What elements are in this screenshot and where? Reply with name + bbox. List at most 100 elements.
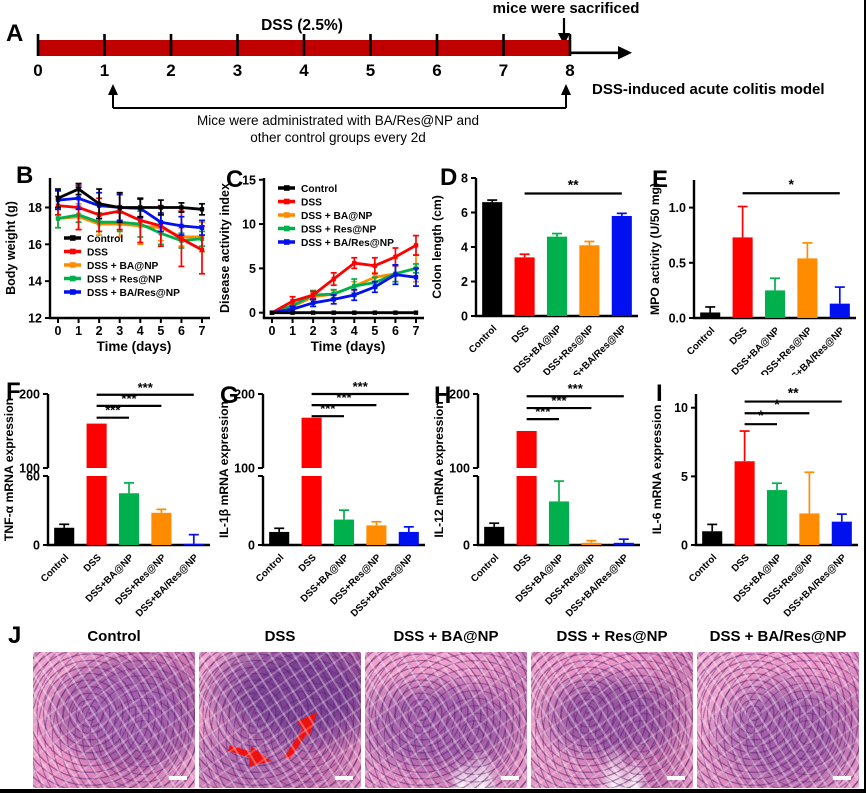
histology-label-dss: DSS (264, 628, 296, 645)
histology-cell-dss: DSS (199, 626, 361, 788)
svg-text:5: 5 (249, 262, 256, 276)
svg-text:100: 100 (19, 462, 40, 476)
timeline-diagram: mice were sacrificed DSS (2.5%) 0 1 2 3 4 5 6 7 8 D… (33, 0, 825, 145)
svg-text:DSS + Res@NP: DSS + Res@NP (301, 224, 377, 235)
inflammation-arrowhead-icon (249, 746, 271, 767)
svg-text:DSS: DSS (87, 247, 108, 258)
svg-text:16: 16 (28, 238, 42, 252)
svg-text:Disease activity index: Disease activity index (218, 183, 232, 313)
svg-text:DSS+BA/Res@NP: DSS+BA/Res@NP (564, 552, 631, 619)
svg-text:5: 5 (157, 324, 164, 338)
histology-image-dss (199, 652, 361, 788)
svg-text:5: 5 (681, 470, 688, 484)
svg-text:Control: Control (687, 552, 720, 585)
svg-text:DSS: DSS (730, 552, 752, 574)
svg-text:Body weight (g): Body weight (g) (4, 201, 18, 295)
svg-text:Control: Control (39, 552, 72, 585)
svg-text:0: 0 (33, 61, 42, 80)
svg-text:8: 8 (565, 61, 574, 80)
svg-text:Colon length (cm): Colon length (cm) (430, 195, 444, 299)
svg-text:0: 0 (269, 324, 276, 338)
svg-text:6: 6 (178, 324, 185, 338)
svg-text:Control: Control (685, 325, 718, 358)
inflammation-arrow-icon (284, 726, 310, 760)
svg-text:DSS: DSS (82, 552, 104, 574)
svg-text:2: 2 (166, 61, 175, 80)
svg-text:4: 4 (461, 241, 468, 255)
svg-text:**: ** (788, 385, 799, 401)
panel-d-letter: D (440, 164, 458, 191)
histology-image-res-np (531, 652, 693, 788)
svg-text:DSS + BA@NP: DSS + BA@NP (87, 261, 159, 272)
svg-text:1: 1 (100, 61, 109, 80)
svg-text:*: * (788, 176, 794, 192)
svg-text:0.0: 0.0 (669, 312, 686, 326)
scale-bar (667, 776, 685, 780)
svg-text:18: 18 (28, 201, 42, 215)
svg-text:DSS: DSS (512, 552, 534, 574)
svg-text:2: 2 (96, 324, 103, 338)
inflammation-arrow-icon (228, 745, 256, 759)
scale-bar (501, 776, 519, 780)
svg-text:8: 8 (461, 172, 468, 186)
svg-text:Control: Control (467, 323, 500, 356)
svg-text:IL-1β mRNA expression: IL-1β mRNA expression (217, 401, 231, 538)
svg-text:***: *** (121, 391, 137, 406)
svg-text:*: * (774, 396, 780, 412)
histology-label-ba-res-np: DSS + BA/Res@NP (709, 628, 847, 645)
svg-text:7: 7 (413, 324, 420, 338)
svg-text:Control: Control (254, 552, 287, 585)
svg-text:DSS: DSS (510, 323, 532, 345)
svg-text:0: 0 (248, 539, 255, 553)
svg-text:15: 15 (242, 173, 256, 187)
histology-label-control: Control (87, 628, 141, 645)
panel-e-letter: E (652, 166, 669, 193)
panel-c-letter: C (226, 166, 244, 193)
svg-text:Control: Control (301, 184, 337, 195)
svg-text:Time (days): Time (days) (311, 339, 386, 354)
panel-j-letter: J (8, 622, 22, 649)
svg-text:DSS-induced acute colitis mode: DSS-induced acute colitis model (592, 81, 825, 98)
svg-text:3: 3 (330, 324, 337, 338)
svg-text:0: 0 (463, 539, 470, 553)
histology-cell-res-np: DSS + Res@NP (531, 626, 693, 788)
panel-f-letter: F (6, 378, 21, 405)
panel-a-letter: A (6, 20, 24, 47)
svg-text:6: 6 (432, 61, 441, 80)
svg-text:3: 3 (116, 324, 123, 338)
svg-text:100: 100 (449, 462, 470, 476)
svg-text:1.0: 1.0 (669, 201, 686, 215)
svg-text:***: *** (336, 390, 352, 405)
histology-cell-ba-res-np: DSS + BA/Res@NP (697, 626, 859, 788)
panel-g-letter: G (220, 382, 239, 409)
scale-bar (833, 776, 851, 780)
svg-text:DSS + BA@NP: DSS + BA@NP (301, 211, 373, 222)
svg-text:***: *** (138, 380, 154, 395)
svg-text:3: 3 (233, 61, 242, 80)
svg-text:0: 0 (461, 310, 468, 324)
svg-text:***: *** (320, 401, 336, 416)
chart-mpo-activity: 0.00.51.0*Control DSSDSS+BA@NPDSS+Res@NPD… (648, 176, 856, 375)
svg-text:100: 100 (234, 462, 255, 476)
svg-text:DSS+BA/Res@NP: DSS+BA/Res@NP (134, 552, 201, 619)
svg-text:Control: Control (469, 552, 502, 585)
histology-image-ba-np (365, 652, 527, 788)
panel-b-letter: B (16, 162, 34, 189)
inflammation-arrowhead-icon (297, 712, 317, 737)
svg-text:4: 4 (137, 324, 144, 338)
svg-text:DSS + BA/Res@NP: DSS + BA/Res@NP (301, 238, 394, 249)
histology-cell-ba-np: DSS + BA@NP (365, 626, 527, 788)
svg-text:200: 200 (19, 388, 40, 402)
svg-text:0: 0 (681, 539, 688, 553)
svg-text:IL-6 mRNA expression: IL-6 mRNA expression (650, 405, 664, 535)
svg-text:TNF-α mRNA expression: TNF-α mRNA expression (2, 398, 16, 541)
svg-text:1: 1 (75, 324, 82, 338)
svg-text:Time (days): Time (days) (97, 339, 172, 354)
svg-text:6: 6 (392, 324, 399, 338)
svg-text:DSS: DSS (728, 325, 750, 347)
